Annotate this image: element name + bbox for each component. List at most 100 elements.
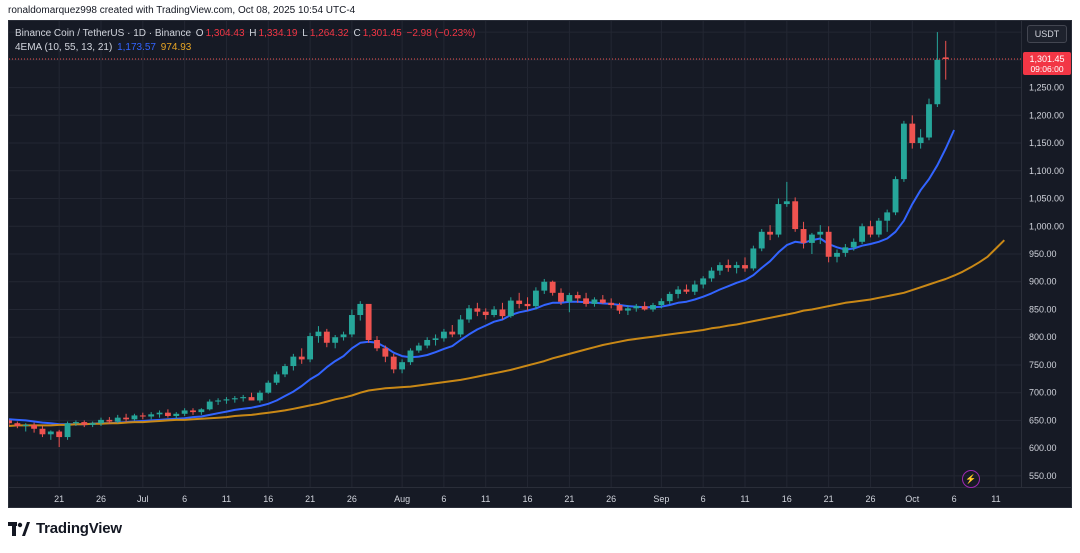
low-label: L <box>302 28 308 39</box>
candle <box>323 328 330 348</box>
y-tick-label: 600.00 <box>1029 443 1057 453</box>
x-tick-label: 6 <box>182 494 187 504</box>
candle-body <box>842 247 849 253</box>
x-tick-label: 21 <box>54 494 64 504</box>
candle <box>98 417 104 426</box>
candle-body <box>591 299 598 304</box>
candle-body <box>457 319 464 335</box>
candle-body <box>148 414 155 417</box>
candle <box>524 297 531 311</box>
candle-body <box>449 331 456 335</box>
high-label: H <box>249 28 257 39</box>
candle <box>574 291 581 303</box>
candle-body <box>466 308 472 320</box>
x-tick-label: 6 <box>952 494 957 504</box>
candle-body <box>72 422 79 424</box>
candle-body <box>273 374 280 383</box>
candle-body <box>89 423 96 425</box>
candle-body <box>332 337 339 343</box>
candle-body <box>742 265 748 269</box>
candle <box>733 261 740 274</box>
candle-body <box>792 201 799 230</box>
candle <box>340 331 347 341</box>
candle-body <box>348 315 355 335</box>
y-tick-label: 1,000.00 <box>1029 221 1064 231</box>
candle-body <box>507 300 514 317</box>
candle-body <box>64 423 71 438</box>
candle <box>683 284 690 294</box>
x-tick-label: 11 <box>991 494 1000 504</box>
candle <box>725 259 732 272</box>
candle-body <box>867 226 874 235</box>
x-tick-label: 26 <box>606 494 616 504</box>
candle-body <box>9 420 12 424</box>
candle-body <box>223 399 230 401</box>
candle-body <box>574 295 581 299</box>
candle <box>315 326 322 343</box>
candle-body <box>81 422 88 425</box>
candle <box>566 292 573 313</box>
candle <box>900 120 907 182</box>
candle <box>491 306 498 318</box>
candle <box>282 363 288 378</box>
y-tick-label: 1,200.00 <box>1029 110 1064 120</box>
candle <box>616 302 623 314</box>
candle-body <box>181 410 188 414</box>
y-tick-label: 1,150.00 <box>1029 138 1064 148</box>
candle-body <box>190 410 196 413</box>
candle-body <box>315 331 322 337</box>
candle-body <box>265 382 272 393</box>
candle <box>181 408 188 416</box>
candle <box>89 421 96 428</box>
candle <box>859 223 866 245</box>
candle <box>792 197 799 232</box>
candle <box>240 394 247 402</box>
candle-body <box>164 412 171 416</box>
candle <box>700 276 707 289</box>
lightning-icon[interactable]: ⚡ <box>962 470 980 488</box>
candle-body <box>892 179 899 213</box>
y-tick-label: 1,100.00 <box>1029 166 1064 176</box>
candle <box>516 292 523 309</box>
candle-body <box>850 241 857 248</box>
candle <box>449 325 456 338</box>
candle <box>549 280 556 296</box>
candle-body <box>926 104 932 138</box>
currency-button[interactable]: USDT <box>1027 25 1067 43</box>
x-tick-label: 26 <box>96 494 106 504</box>
last-price-tag <box>1023 52 1071 76</box>
candle-body <box>859 226 866 242</box>
x-tick-label: Jul <box>137 494 149 504</box>
ema-indicator-label[interactable]: 4EMA (10, 55, 13, 21) <box>15 42 113 53</box>
y-tick-label: 700.00 <box>1029 388 1057 398</box>
ema-fast-value: 1,173.57 <box>117 42 156 53</box>
candle-body <box>282 366 288 375</box>
candle-body <box>106 419 113 422</box>
x-tick-label: 21 <box>564 494 574 504</box>
y-tick-label: 1,050.00 <box>1029 194 1064 204</box>
candle <box>892 176 899 216</box>
y-tick-label: 850.00 <box>1029 304 1057 314</box>
candle-body <box>808 234 815 243</box>
tradingview-logo[interactable]: TradingView <box>8 520 122 537</box>
candle-body <box>583 298 590 304</box>
candle <box>22 423 29 432</box>
y-tick-label: 900.00 <box>1029 277 1057 287</box>
candle <box>440 328 447 342</box>
candle <box>248 392 255 401</box>
candle <box>532 287 539 310</box>
candle-body <box>156 412 163 415</box>
candle <box>808 232 815 254</box>
candle <box>357 301 364 321</box>
candle <box>767 225 774 241</box>
candle-body <box>658 301 665 306</box>
candle-body <box>440 331 447 339</box>
candle <box>106 417 113 424</box>
candle-body <box>298 356 305 360</box>
low-value: 1,264.32 <box>309 28 349 39</box>
price-chart[interactable]: 550.00 600.00 650.00 700.00 750.00 800.00 850.… <box>9 21 1072 508</box>
candle-body <box>14 423 21 426</box>
chart-pane[interactable]: 550.00 600.00 650.00 700.00 750.00 800.00 850.… <box>8 20 1072 508</box>
open-label: O <box>195 28 204 39</box>
close-label: C <box>353 28 361 39</box>
